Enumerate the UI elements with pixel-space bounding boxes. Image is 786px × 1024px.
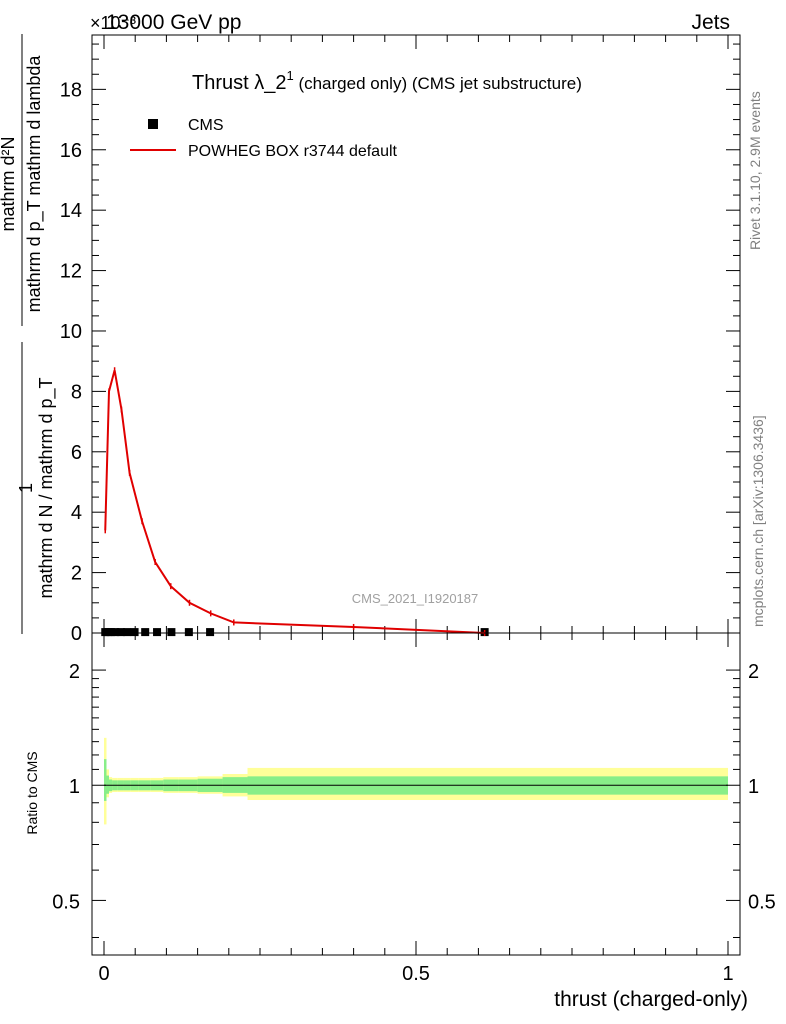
- x-axis-label: thrust (charged-only): [554, 988, 748, 1011]
- cms-data-point: [167, 628, 176, 637]
- main-y-tick-label: 14: [60, 200, 82, 222]
- cms-data-point: [130, 628, 139, 637]
- main-x-ticks: [103, 35, 729, 633]
- collision-label: 13000 GeV pp: [106, 11, 241, 34]
- ylabel-numerator: mathrm d²N: [0, 136, 18, 231]
- rivet-version-label: Rivet 3.1.10, 2.9M events: [747, 91, 763, 250]
- plot-title: Thrust λ_21 (charged only) (CMS jet subs…: [192, 68, 582, 94]
- x-tick-label: 0.5: [402, 963, 430, 985]
- legend-powheg-label: POWHEG BOX r3744 default: [188, 143, 398, 160]
- ratio-panel: 0.5 0.51 12 2 0 0.5 1 Ratio to CMS thrust (ch…: [24, 632, 776, 1011]
- ylabel-prefix-numerator: 1: [16, 483, 36, 493]
- ratio-y-tick-label-right: 1: [748, 776, 759, 798]
- main-y-tick-label: 16: [60, 140, 82, 162]
- ratio-x-ticks: 0 0.5 1: [98, 633, 734, 985]
- main-y-tick-label: 2: [71, 563, 82, 585]
- legend-cms-label: CMS: [188, 117, 224, 134]
- ratio-y-tick-label: 2: [69, 661, 80, 683]
- main-y-tick-label: 4: [71, 502, 82, 524]
- cms-data-point: [206, 628, 215, 637]
- mcplots-source-label: mcplots.cern.ch [arXiv:1306.3436]: [750, 415, 766, 627]
- main-y-ticks: 0 2 4 6 8 10 12 14 16 18: [60, 43, 740, 645]
- ylabel-denominator: mathrm d p_T mathrm d lambda: [24, 55, 45, 313]
- ratio-y-tick-label-right: 2: [748, 661, 759, 683]
- ylabel-prefix-denominator: mathrm d N / mathrm d p_T: [36, 377, 57, 598]
- analysis-watermark: CMS_2021_I1920187: [352, 591, 479, 606]
- cms-data-point: [116, 628, 125, 637]
- cms-data-point: [141, 628, 150, 637]
- x-tick-label: 1: [722, 963, 733, 985]
- legend: CMS POWHEG BOX r3744 default: [130, 117, 398, 160]
- ratio-y-axis-label: Ratio to CMS: [24, 751, 40, 834]
- main-y-tick-label: 6: [71, 442, 82, 464]
- main-y-tick-label: 10: [60, 321, 82, 343]
- ratio-y-tick-label-right: 0.5: [748, 891, 776, 913]
- cms-data-point: [106, 628, 115, 637]
- cms-data-point: [123, 628, 132, 637]
- main-y-tick-label: 18: [60, 79, 82, 101]
- ratio-y-ticks: 0.5 0.5 1 1 2 2: [52, 661, 776, 938]
- main-y-tick-label: 0: [71, 623, 82, 645]
- cms-data-point: [184, 628, 193, 637]
- process-label: Jets: [691, 11, 730, 34]
- ratio-green-band: [104, 759, 107, 801]
- ratio-green-band: [106, 775, 109, 794]
- ratio-y-tick-label: 0.5: [52, 891, 80, 913]
- x-tick-label: 0: [98, 963, 109, 985]
- main-panel: 0 2 4 6 8 10 12 14 16 18 Thrust λ_21 (charged onl…: [0, 34, 741, 645]
- legend-cms-marker: [148, 119, 158, 129]
- powheg-curve: [104, 367, 486, 636]
- main-y-tick-label: 8: [71, 381, 82, 403]
- cms-data-point: [153, 628, 162, 637]
- ratio-y-tick-label: 1: [69, 776, 80, 798]
- exponent-label: ×10⁻³: [90, 13, 136, 33]
- cms-data-point: [111, 628, 120, 637]
- main-y-axis-label: 1 mathrm d N / mathrm d p_T mathrm d²N m…: [0, 34, 57, 634]
- main-y-tick-label: 12: [60, 261, 82, 283]
